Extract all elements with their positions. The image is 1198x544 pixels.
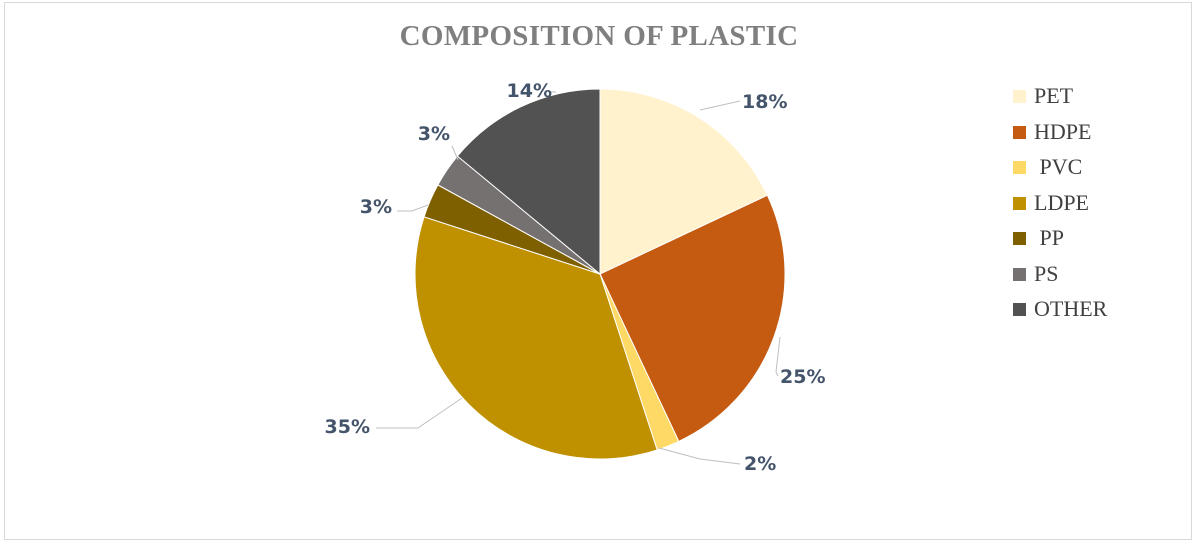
legend-label: PET bbox=[1034, 83, 1074, 108]
data-label-hdpe: 25% bbox=[780, 366, 825, 388]
data-label-pvc: 2% bbox=[744, 453, 776, 475]
leader-line-ldpe bbox=[376, 397, 463, 429]
legend-swatch bbox=[1013, 125, 1026, 139]
pie-slice-pet bbox=[599, 88, 769, 275]
legend-label: LDPE bbox=[1034, 189, 1089, 215]
legend-label: HDPE bbox=[1034, 118, 1092, 144]
legend-swatch bbox=[1013, 303, 1026, 316]
data-label-pet: 18% bbox=[742, 91, 787, 113]
legend-swatch bbox=[1013, 196, 1026, 210]
pie-slice-hdpe bbox=[599, 194, 786, 443]
legend-swatch bbox=[1013, 232, 1026, 245]
legend-label: PVC bbox=[1034, 154, 1083, 179]
data-label-ldpe: 35% bbox=[325, 416, 370, 438]
leader-line-hdpe bbox=[775, 336, 781, 377]
leader-line-pvc bbox=[658, 447, 741, 465]
leader-line-pet bbox=[699, 100, 741, 111]
legend-label: OTHER bbox=[1034, 296, 1108, 321]
legend-swatch bbox=[1013, 267, 1026, 281]
data-label-ps: 3% bbox=[418, 123, 450, 145]
legend-label: PS bbox=[1034, 260, 1059, 286]
leader-line-ps bbox=[451, 145, 459, 161]
leader-line-pp bbox=[397, 204, 429, 212]
legend-label: PP bbox=[1034, 225, 1064, 250]
legend-swatch bbox=[1013, 90, 1026, 103]
chart-title: COMPOSITION OF PLASTIC bbox=[399, 20, 799, 52]
pie-slice-other bbox=[456, 88, 601, 276]
data-label-pp: 3% bbox=[360, 196, 392, 218]
data-label-other: 14% bbox=[507, 80, 552, 102]
pie-slice-ldpe bbox=[414, 216, 658, 460]
legend-swatch bbox=[1013, 161, 1026, 174]
